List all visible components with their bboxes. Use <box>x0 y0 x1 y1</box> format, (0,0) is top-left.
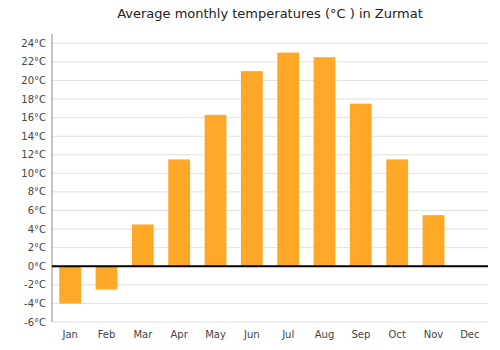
grid-line <box>52 136 488 137</box>
chart: Average monthly temperatures (°C ) in Zu… <box>0 0 500 350</box>
x-tick-label: May <box>205 329 226 340</box>
grid-line <box>52 191 488 192</box>
x-tick-label: Feb <box>98 329 116 340</box>
x-tick-label: Nov <box>424 329 444 340</box>
y-tick-label: 24°C <box>21 38 46 49</box>
bar <box>423 215 445 266</box>
y-tick-label: 22°C <box>21 56 46 67</box>
x-tick-label: Jan <box>61 329 77 340</box>
y-tick-label: 0°C <box>28 261 46 272</box>
x-tick-label: Dec <box>460 329 479 340</box>
grid-line <box>52 117 488 118</box>
y-tick-label: 4°C <box>28 224 46 235</box>
grid-line <box>52 99 488 100</box>
bar <box>386 159 408 266</box>
bar <box>277 53 299 267</box>
y-tick-label: 16°C <box>21 112 46 123</box>
title: Average monthly temperatures (°C ) in Zu… <box>117 6 423 21</box>
y-tick-label: 12°C <box>21 149 46 160</box>
x-tick-label: Apr <box>171 329 189 340</box>
y-tick-label: 20°C <box>21 75 46 86</box>
bar <box>241 71 263 266</box>
y-tick-label: 2°C <box>28 242 46 253</box>
bar <box>205 115 227 266</box>
bar <box>96 266 118 289</box>
grid-line <box>52 210 488 211</box>
y-tick-label: 8°C <box>28 186 46 197</box>
y-tick-label: -2°C <box>24 279 46 290</box>
bar <box>59 266 81 303</box>
grid-line <box>52 173 488 174</box>
zero-line <box>52 265 488 267</box>
grid-line <box>52 43 488 44</box>
bar <box>168 159 190 266</box>
grid-line <box>52 80 488 81</box>
y-tick-label: 6°C <box>28 205 46 216</box>
grid-line <box>52 154 488 155</box>
grid-line <box>52 322 488 323</box>
x-tick-label: Mar <box>133 329 153 340</box>
y-tick-label: -6°C <box>24 317 46 328</box>
y-tick-label: 14°C <box>21 131 46 142</box>
bar <box>314 57 336 266</box>
bars <box>52 53 488 304</box>
y-tick-label: -4°C <box>24 298 46 309</box>
grid-line <box>52 61 488 62</box>
x-tick-label: Oct <box>389 329 406 340</box>
grid-line <box>52 303 488 304</box>
bar <box>350 104 372 267</box>
x-tick-label: Aug <box>315 329 335 340</box>
y-tick-label: 18°C <box>21 94 46 105</box>
x-tick-label: Jun <box>243 329 260 340</box>
grid-line <box>52 284 488 285</box>
y-axis-line <box>52 34 53 322</box>
x-tick-label: Sep <box>351 329 370 340</box>
bar <box>132 224 154 266</box>
y-tick-label: 10°C <box>21 168 46 179</box>
grid-line <box>52 266 488 267</box>
x-tick-label: Jul <box>281 329 294 340</box>
